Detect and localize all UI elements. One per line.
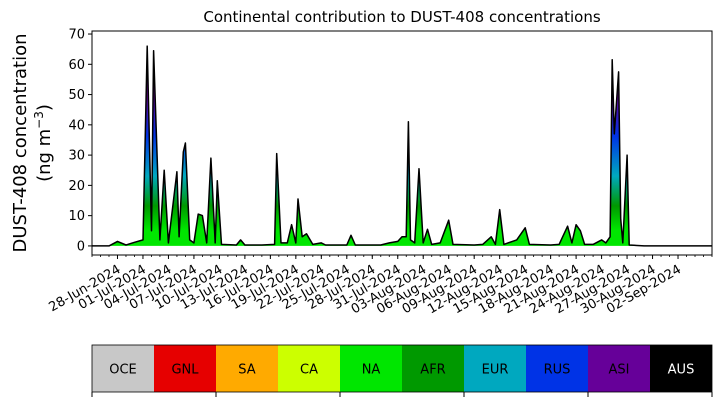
- legend-label-afr: AFR: [420, 363, 445, 378]
- y-axis-label-line2: (ng m−3): [32, 104, 55, 182]
- legend-colorbar: OCE GNL SA CA NA AFR EUR RUS ASI AUS: [91, 344, 713, 397]
- y-tick-label: 20: [68, 179, 85, 194]
- y-axis-label: DUST-408 concentration (ng m−3): [10, 33, 55, 252]
- legend-label-ca: CA: [300, 363, 318, 378]
- y-tick-label: 40: [68, 118, 85, 133]
- legend-swatch-asi: [588, 345, 650, 392]
- total-concentration-line: [92, 45, 712, 247]
- legend-swatch-afr: [402, 345, 464, 392]
- legend-swatch-aus: [650, 345, 712, 392]
- y-tick-label: 60: [68, 58, 85, 73]
- legend-label-gnl: GNL: [171, 363, 199, 378]
- y-tick-label: 50: [68, 88, 85, 103]
- legend-swatch-eur: [464, 345, 526, 392]
- legend-swatch-rus: [526, 345, 588, 392]
- legend-swatch-oce: [92, 345, 154, 392]
- y-tick-label: 10: [68, 209, 85, 224]
- x-axis: 28-Jun-202401-Jul-202404-Jul-202407-Jul-…: [47, 255, 713, 317]
- plot-frame: [91, 30, 713, 256]
- legend-label-eur: EUR: [482, 363, 509, 378]
- legend-swatch-na: [340, 345, 402, 392]
- legend-label-rus: RUS: [544, 363, 571, 378]
- y-tick-label: 0: [77, 239, 85, 254]
- legend-swatch-ca: [278, 345, 340, 392]
- legend-label-na: NA: [362, 363, 381, 378]
- legend-frame: [91, 344, 713, 393]
- chart-title: Continental contribution to DUST-408 con…: [203, 8, 600, 26]
- y-tick-label: 30: [68, 149, 85, 164]
- legend-label-asi: ASI: [609, 363, 630, 378]
- y-axis-label-line1: DUST-408 concentration: [10, 33, 31, 252]
- y-axis: 0 10 20 30 40 50 60 70: [68, 28, 92, 254]
- legend-swatch-gnl: [154, 345, 216, 392]
- legend-label-aus: AUS: [668, 363, 695, 378]
- legend-label-oce: OCE: [109, 363, 137, 378]
- legend-label-sa: SA: [238, 363, 255, 378]
- legend-swatch-sa: [216, 345, 278, 392]
- y-tick-label: 70: [68, 28, 85, 43]
- plot-area: [92, 45, 712, 247]
